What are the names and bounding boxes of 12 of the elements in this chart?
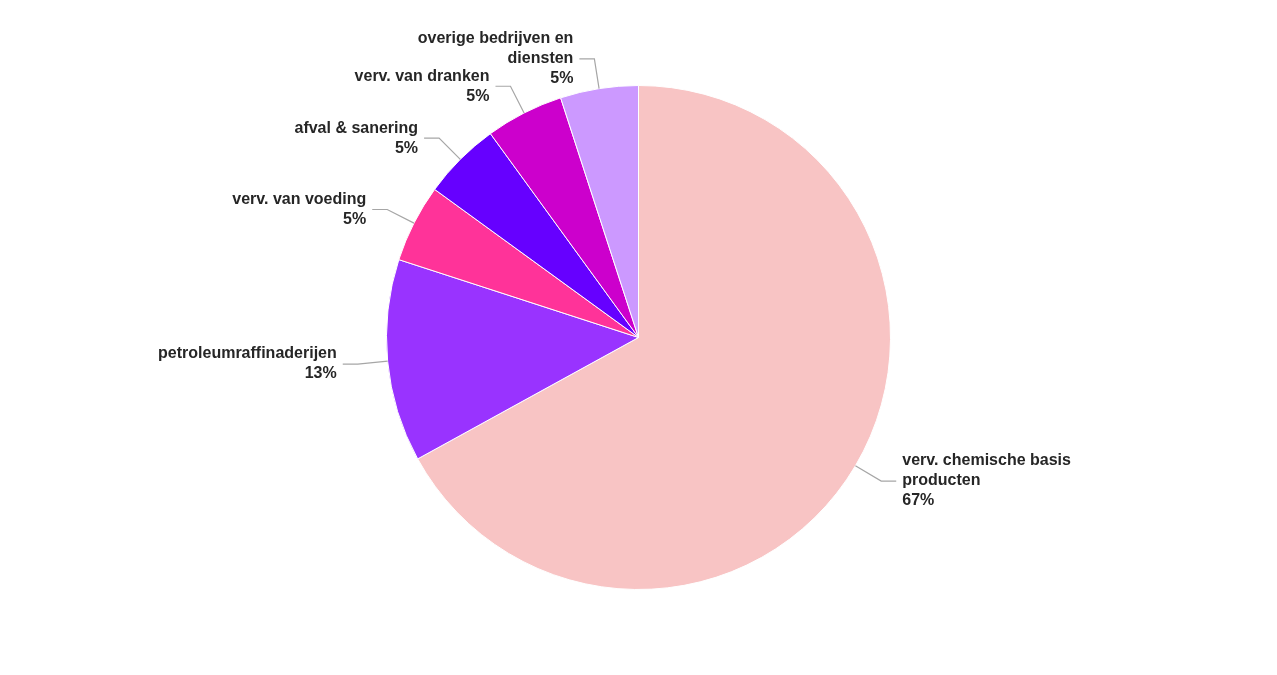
slice-label: overige bedrijven en diensten (417, 29, 574, 67)
data-label: 5% (343, 209, 367, 227)
data-label: 13% (304, 364, 337, 382)
data-label: 5% (466, 86, 490, 104)
data-label: 5% (550, 69, 574, 87)
slice-label: verv. van voeding (232, 189, 367, 207)
slice-label: afval & sanering (294, 118, 419, 136)
data-label: 5% (394, 138, 419, 156)
slice-label: petroleumraffinaderijen (158, 344, 337, 362)
slice-label: verv. van dranken (354, 66, 490, 84)
data-label: 67% (902, 491, 935, 509)
slice-label: verv. chemische basis producten (902, 451, 1072, 489)
